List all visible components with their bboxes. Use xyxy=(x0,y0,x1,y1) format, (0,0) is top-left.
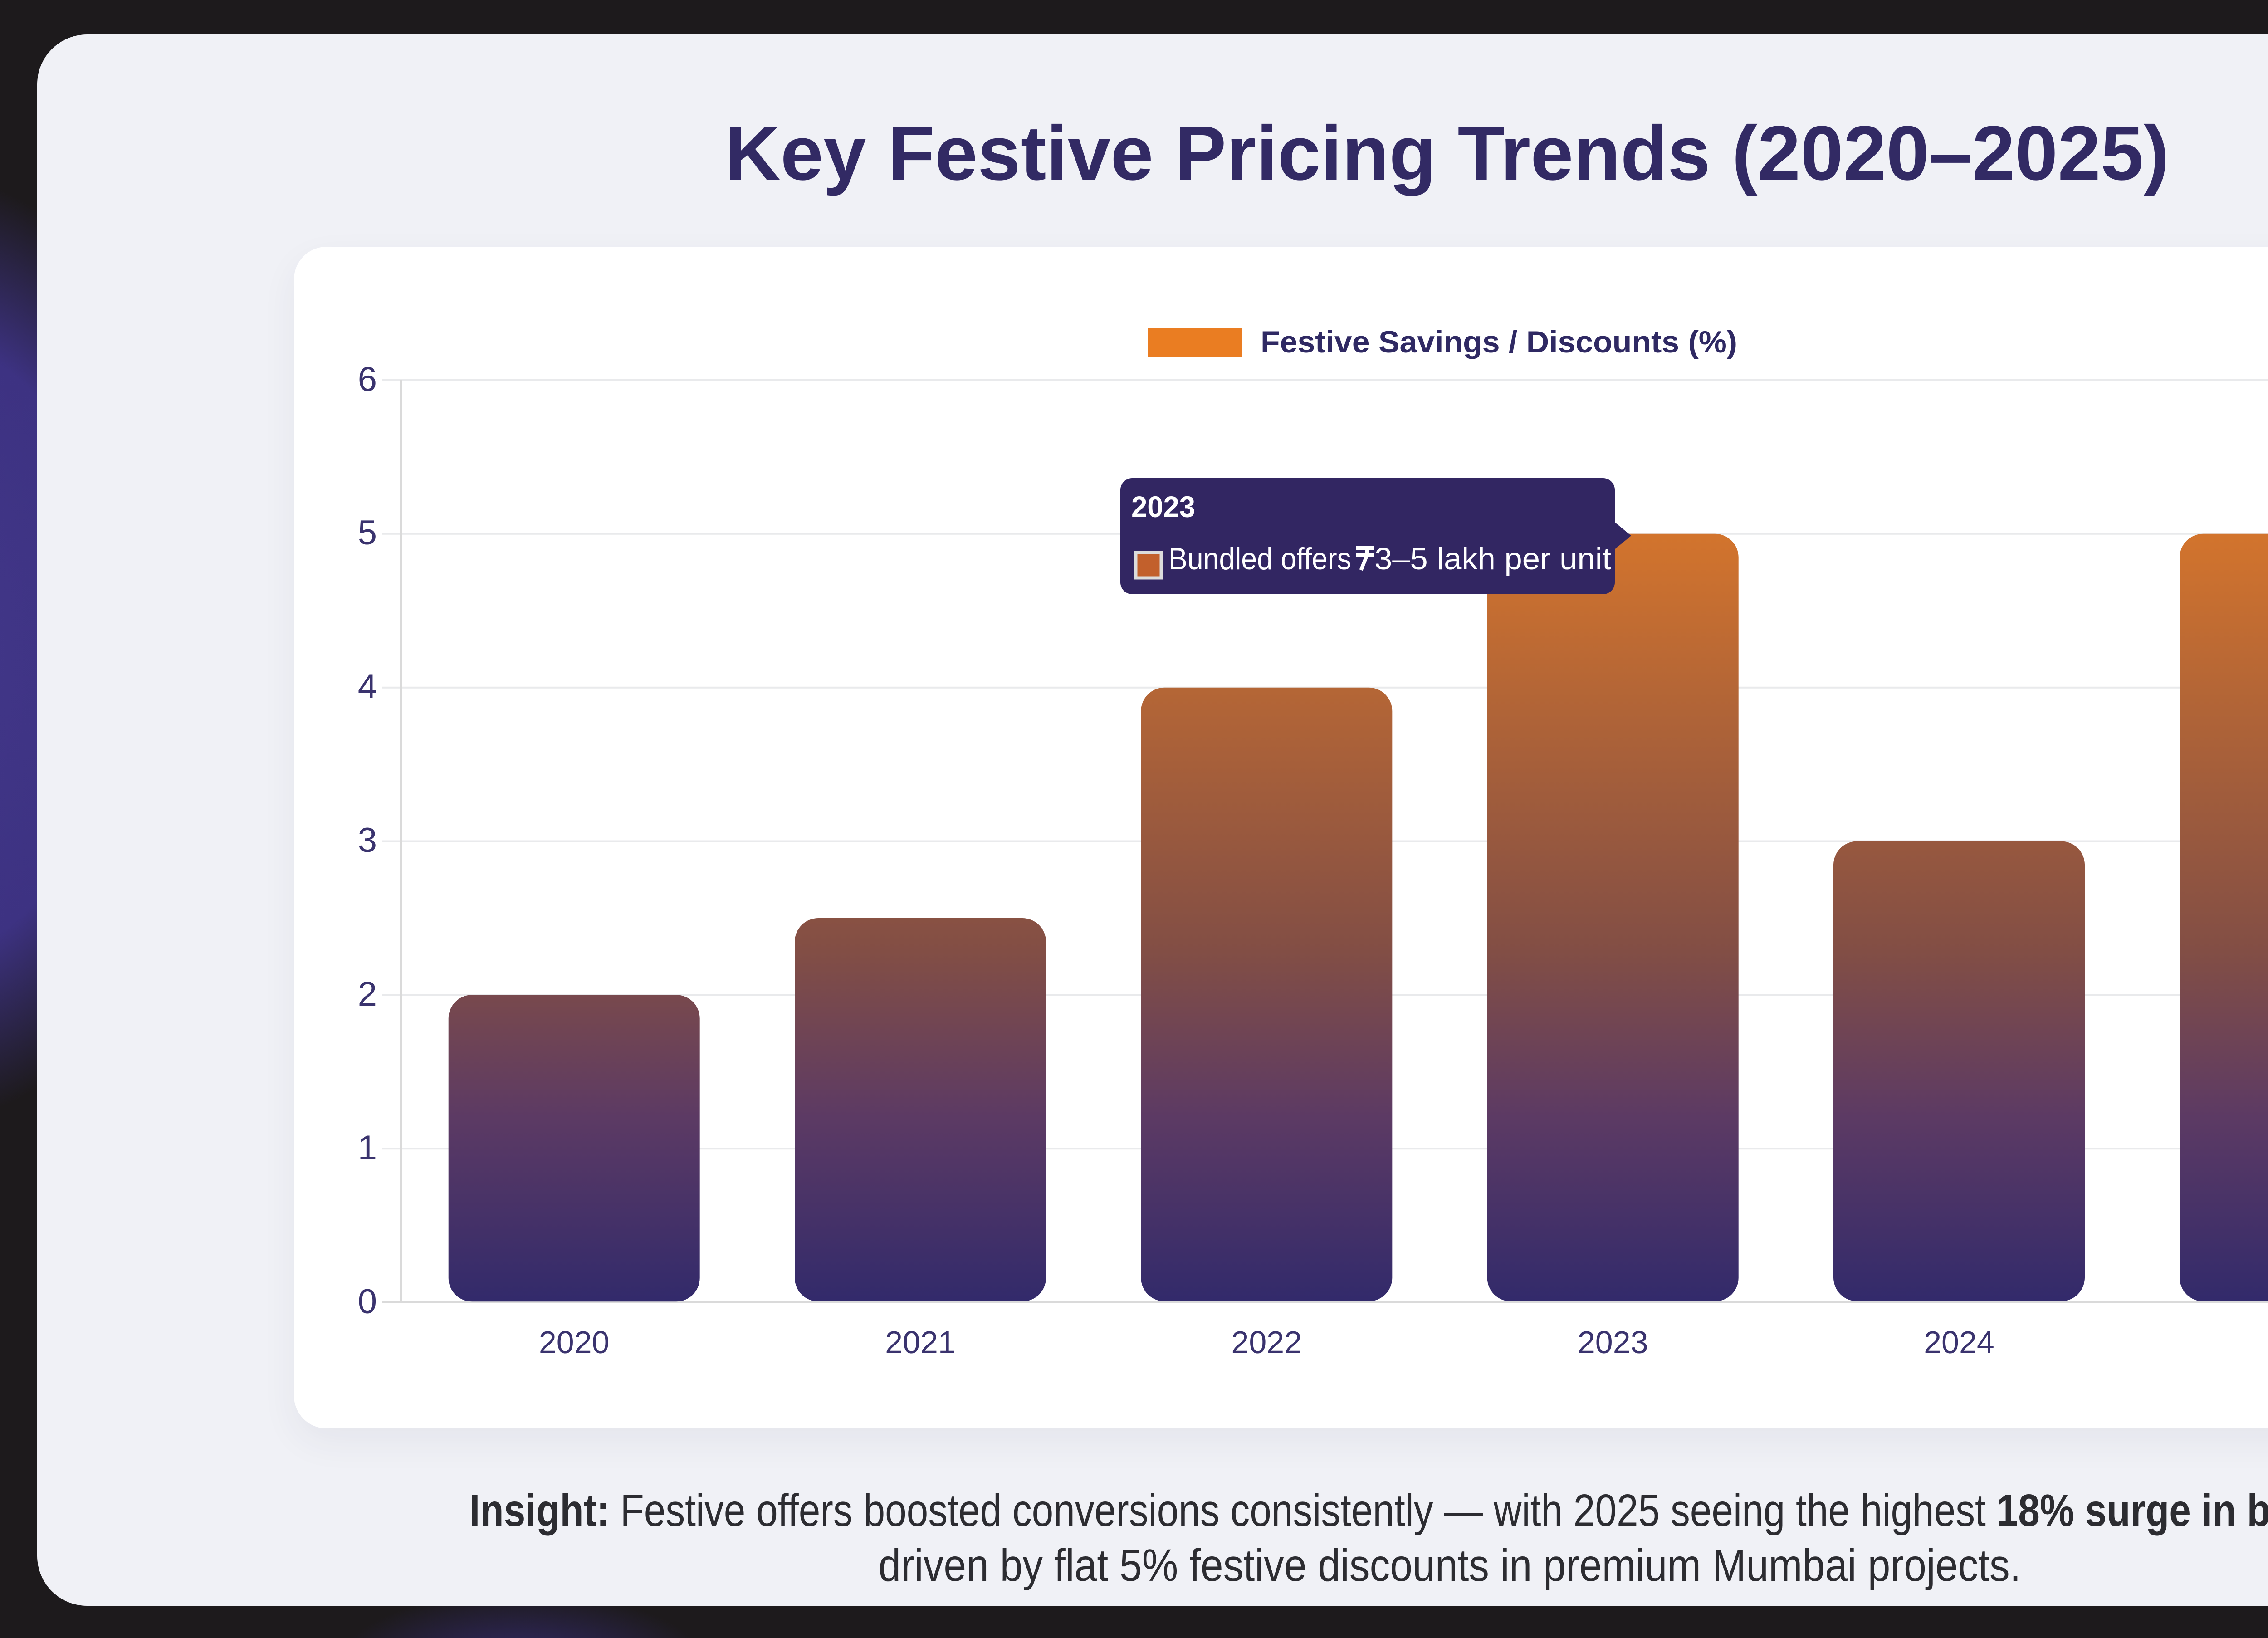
svg-text:0: 0 xyxy=(358,1282,377,1321)
svg-text:2: 2 xyxy=(358,975,377,1013)
svg-text:2023: 2023 xyxy=(1131,490,1195,523)
svg-text:3: 3 xyxy=(358,821,377,860)
svg-text:2022: 2022 xyxy=(1231,1325,1302,1360)
svg-text:3–5 lakh per unit: 3–5 lakh per unit xyxy=(1374,542,1611,576)
svg-text:1: 1 xyxy=(358,1129,377,1167)
svg-text:4: 4 xyxy=(358,667,377,706)
svg-text:6: 6 xyxy=(358,360,377,399)
svg-text:2021: 2021 xyxy=(885,1325,956,1360)
svg-text:2024: 2024 xyxy=(1924,1325,1994,1360)
svg-text:2023: 2023 xyxy=(1578,1325,1648,1360)
svg-text:Bundled offers: Bundled offers xyxy=(1168,542,1351,576)
svg-text:2020: 2020 xyxy=(539,1325,610,1360)
svg-text:Festive Savings / Discounts (%: Festive Savings / Discounts (%) xyxy=(1261,325,1737,359)
svg-text:5: 5 xyxy=(358,513,377,552)
